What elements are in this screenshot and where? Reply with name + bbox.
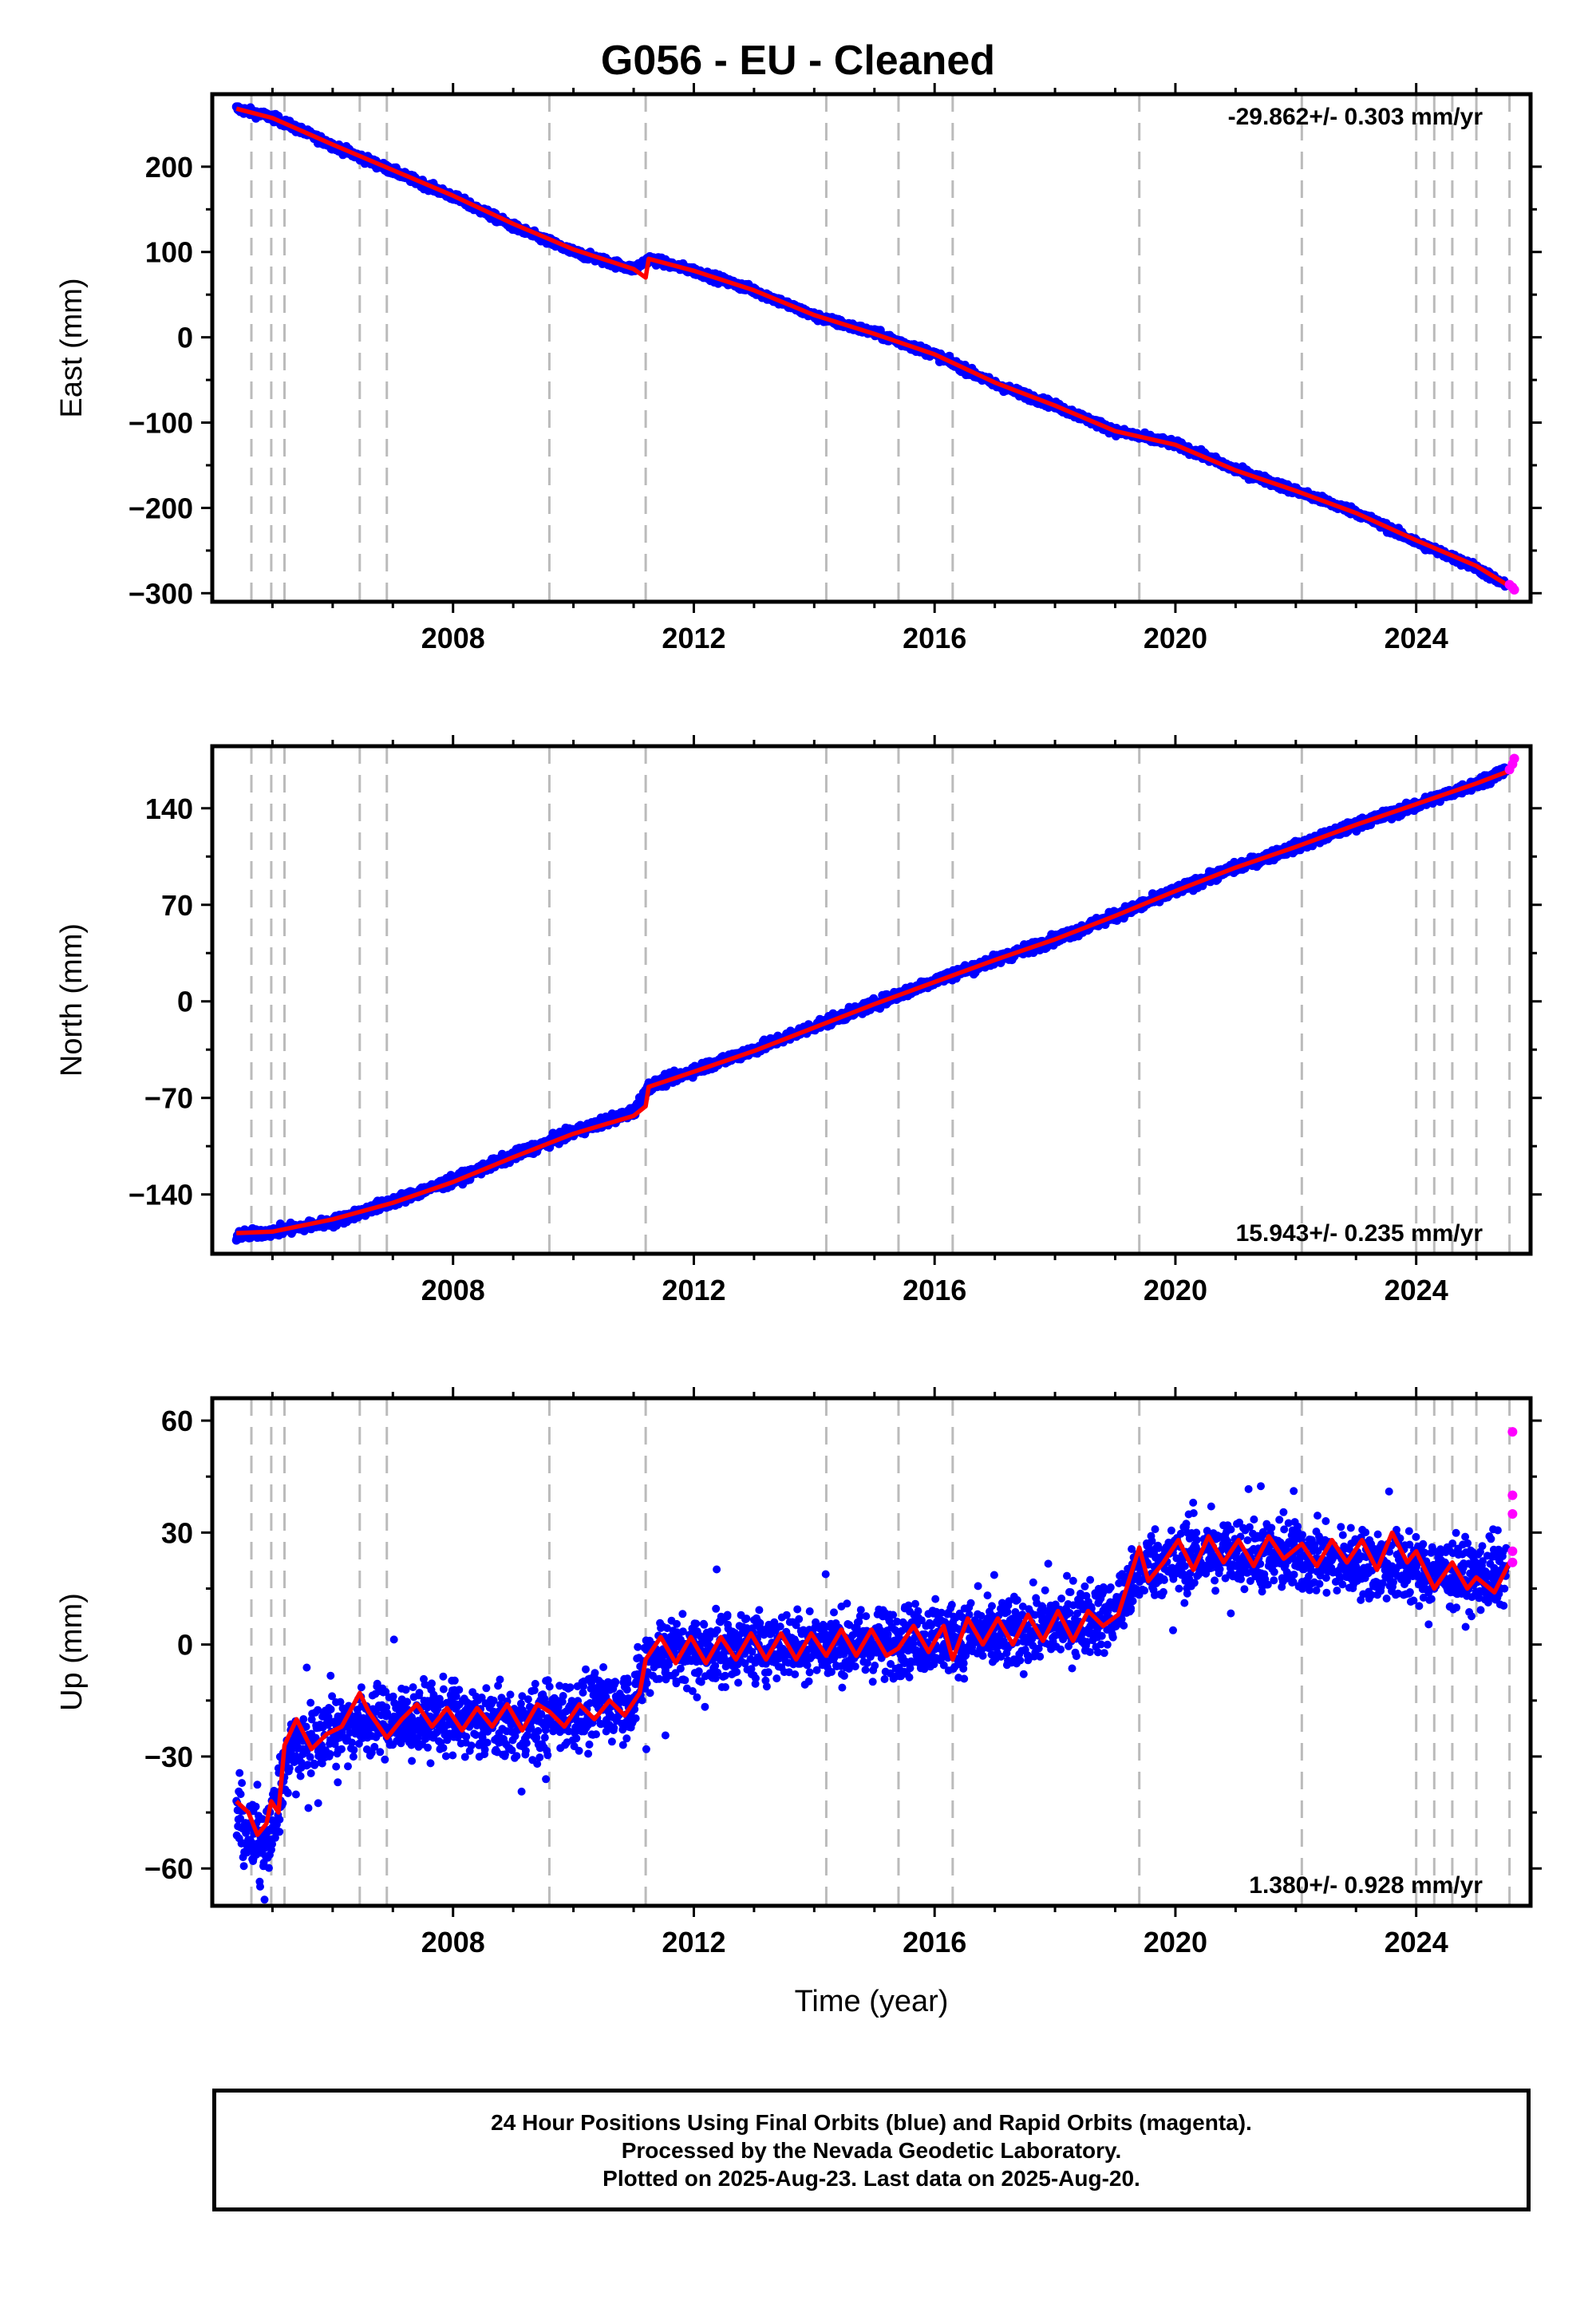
rapid-orbit-point bbox=[1509, 753, 1519, 764]
y-tick-label: −200 bbox=[128, 492, 193, 524]
x-tick-label: 2024 bbox=[1385, 1274, 1448, 1306]
x-tick-label: 2008 bbox=[421, 1926, 485, 1958]
x-tick-label: 2016 bbox=[903, 1926, 966, 1958]
rapid-orbit-point bbox=[1507, 1546, 1518, 1556]
y-tick-label: 70 bbox=[161, 889, 193, 922]
east-panel: 2008 2012 2016 2020 2024 200 100 0 −100 −200 −300 E… bbox=[55, 83, 1542, 654]
rapid-orbit-point bbox=[1509, 585, 1519, 595]
rapid-orbit-point bbox=[1507, 1490, 1518, 1500]
x-tick-label: 2012 bbox=[662, 1274, 725, 1306]
plot-area bbox=[231, 94, 1519, 602]
x-tick-label: 2020 bbox=[1144, 1926, 1207, 1958]
final-orbit-points bbox=[231, 102, 1511, 591]
x-tick-label: 2016 bbox=[903, 1274, 966, 1306]
y-tick-label: 140 bbox=[145, 792, 193, 825]
rapid-orbit-point bbox=[1507, 1508, 1518, 1519]
y-tick-label: −30 bbox=[144, 1741, 193, 1773]
x-tick-label: 2016 bbox=[903, 622, 966, 654]
model-line bbox=[235, 106, 1514, 591]
rapid-orbit-point bbox=[1507, 1427, 1518, 1437]
x-tick-label: 2020 bbox=[1144, 622, 1207, 654]
y-tick-label: −300 bbox=[128, 577, 193, 610]
model-line bbox=[236, 767, 1514, 1235]
model-line bbox=[235, 1530, 1512, 1837]
plot-frame bbox=[210, 1396, 1533, 1908]
x-tick-label: 2008 bbox=[421, 622, 485, 654]
y-axis-label: Up (mm) bbox=[55, 1593, 89, 1711]
rapid-orbit-point bbox=[1507, 1557, 1518, 1567]
x-tick-label: 2012 bbox=[662, 1926, 725, 1958]
x-tick-label: 2024 bbox=[1385, 622, 1448, 654]
footer-line-3: Plotted on 2025-Aug-23. Last data on 202… bbox=[602, 2166, 1140, 2191]
y-tick-label: 100 bbox=[145, 236, 193, 269]
plot-area bbox=[231, 746, 1519, 1254]
y-tick-label: 0 bbox=[177, 986, 193, 1018]
chart-title: G056 - EU - Cleaned bbox=[600, 38, 996, 84]
footer-line-2: Processed by the Nevada Geodetic Laborat… bbox=[621, 2138, 1122, 2163]
x-tick-label: 2024 bbox=[1385, 1926, 1448, 1958]
plot-frame bbox=[210, 92, 1533, 604]
y-tick-label: −70 bbox=[144, 1082, 193, 1115]
y-tick-label: −140 bbox=[128, 1179, 193, 1211]
x-tick-label: 2020 bbox=[1144, 1274, 1207, 1306]
y-axis-label: East (mm) bbox=[55, 278, 89, 417]
y-tick-label: 30 bbox=[161, 1516, 193, 1549]
y-tick-label: 200 bbox=[145, 151, 193, 184]
plot-frame bbox=[210, 744, 1533, 1256]
up-panel: 2008 2012 2016 2020 2024 60 30 0 −30 −60 Up (mm) Ti… bbox=[55, 1387, 1542, 2018]
y-tick-label: 60 bbox=[161, 1405, 193, 1437]
y-tick-label: −100 bbox=[128, 407, 193, 440]
rate-label: 15.943+/- 0.235 mm/yr bbox=[1236, 1220, 1483, 1247]
rate-label: -29.862+/- 0.303 mm/yr bbox=[1228, 104, 1483, 130]
footer-box: 24 Hour Positions Using Final Orbits (bl… bbox=[212, 2089, 1531, 2211]
y-tick-label: 0 bbox=[177, 1629, 193, 1662]
rate-label: 1.380+/- 0.928 mm/yr bbox=[1249, 1872, 1483, 1899]
north-panel: 2008 2012 2016 2020 2024 140 70 0 −70 −140 North (… bbox=[55, 735, 1542, 1306]
plot-area bbox=[232, 1398, 1518, 1906]
y-tick-label: −60 bbox=[144, 1852, 193, 1885]
y-axis-label: North (mm) bbox=[55, 923, 89, 1077]
final-orbit-points bbox=[232, 1482, 1511, 1904]
x-tick-label: 2012 bbox=[662, 622, 725, 654]
footer-line-1: 24 Hour Positions Using Final Orbits (bl… bbox=[491, 2110, 1252, 2135]
x-tick-label: 2008 bbox=[421, 1274, 485, 1306]
x-axis-label: Time (year) bbox=[795, 1985, 949, 2018]
y-tick-label: 0 bbox=[177, 322, 193, 354]
